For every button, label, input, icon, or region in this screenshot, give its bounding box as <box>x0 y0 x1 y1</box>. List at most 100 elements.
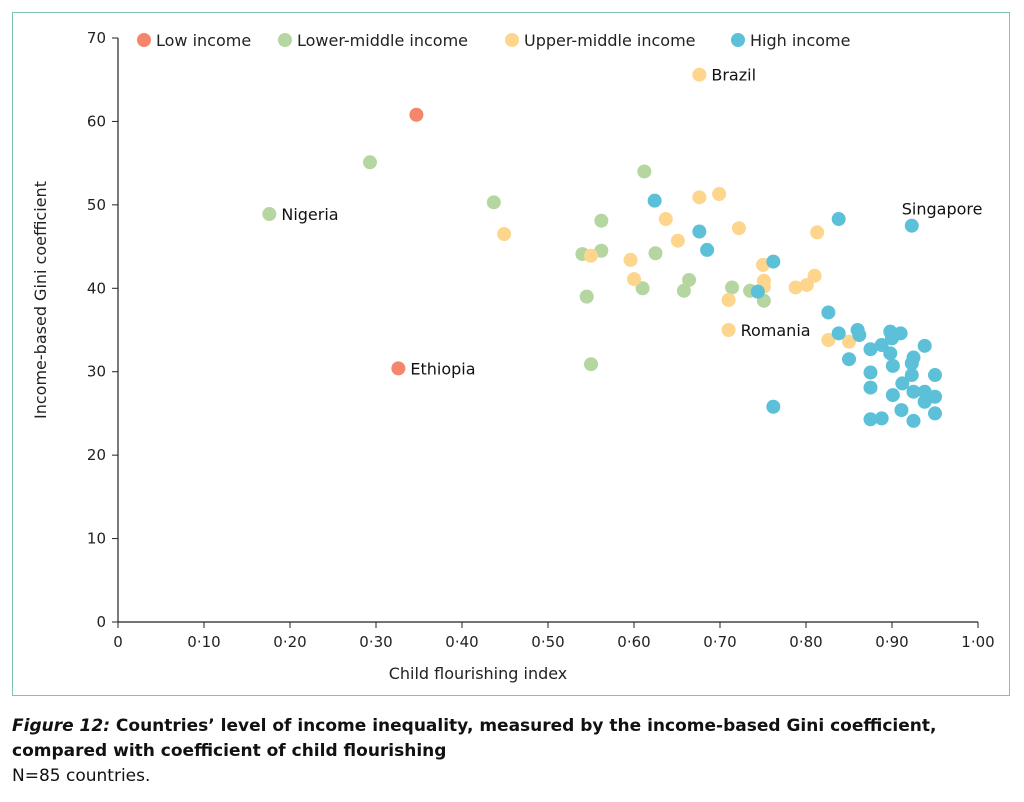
data-point-high-income <box>874 411 889 426</box>
data-point-upper-middle-income <box>692 190 707 205</box>
point-annotation: Romania <box>741 321 811 340</box>
data-point-upper-middle-income <box>799 277 814 292</box>
data-point-high-income <box>766 254 781 269</box>
data-point-lower-middle-income <box>262 207 277 222</box>
y-tick-label: 30 <box>87 363 106 381</box>
x-tick-label: 0·70 <box>703 633 736 651</box>
data-point-upper-middle-income <box>712 187 727 202</box>
data-point-lower-middle-income <box>579 289 594 304</box>
data-point-upper-middle-income <box>584 248 598 263</box>
legend-label: Upper-middle income <box>524 31 696 50</box>
data-point-upper-middle-income <box>821 333 836 348</box>
data-point-high-income <box>885 388 900 403</box>
caption-note: N=85 countries. <box>12 766 151 786</box>
data-point-high-income <box>863 365 878 380</box>
data-point-high-income <box>883 346 898 361</box>
x-tick-label: 0·80 <box>789 633 822 651</box>
data-point-low-income <box>391 361 406 376</box>
data-point-high-income <box>885 331 899 346</box>
y-tick-label: 60 <box>87 112 106 130</box>
data-point-high-income <box>766 399 781 414</box>
data-point-high-income <box>894 403 909 418</box>
data-point-upper-middle-income <box>627 272 641 287</box>
scatter-chart: 0 0·10 0·20 0·30 0·40 0·50 0·60 0·70 0·80 0·90 1·0… <box>31 29 995 683</box>
caption-title: Figure 12: Countries’ level of income in… <box>12 714 1012 764</box>
x-tick-label: 0 <box>113 633 123 651</box>
figure-frame <box>12 12 1010 696</box>
data-point-high-income <box>692 224 707 239</box>
data-point-upper-middle-income <box>658 212 673 227</box>
data-point-high-income <box>906 413 921 428</box>
y-axis-label: Income-based Gini coefficient <box>31 181 50 419</box>
figure-caption: Figure 12: Countries’ level of income in… <box>12 714 1012 789</box>
data-point-upper-middle-income <box>670 233 685 248</box>
x-tick-label: 0·30 <box>359 633 392 651</box>
data-point-upper-middle-income <box>788 280 803 295</box>
legend-marker <box>505 33 519 47</box>
x-axis-label: Child flourishing index <box>389 664 568 683</box>
legend-marker <box>731 33 745 47</box>
data-point-lower-middle-income <box>682 272 697 287</box>
data-point-high-income <box>928 406 942 421</box>
data-point-lower-middle-income <box>648 246 663 261</box>
data-point-lower-middle-income <box>594 213 609 228</box>
figure-label: Figure 12: <box>12 716 110 736</box>
data-point-high-income <box>821 305 836 320</box>
legend-label: High income <box>750 31 850 50</box>
data-point-upper-middle-income <box>721 292 736 307</box>
y-tick-label: 40 <box>87 279 106 297</box>
point-annotation: Ethiopia <box>410 359 475 378</box>
point-annotation: Singapore <box>902 200 983 219</box>
data-point-upper-middle-income <box>810 225 825 240</box>
data-point-lower-middle-income <box>486 195 501 210</box>
legend-label: Lower-middle income <box>297 31 468 50</box>
data-point-lower-middle-income <box>637 164 652 179</box>
x-tick-label: 0·50 <box>531 633 564 651</box>
legend-marker <box>278 33 292 47</box>
data-point-high-income <box>874 338 889 353</box>
caption-text: Countries’ level of income inequality, m… <box>12 716 937 761</box>
y-tick-label: 50 <box>87 196 106 214</box>
data-point-lower-middle-income <box>676 283 691 298</box>
y-tick-label: 0 <box>96 613 106 631</box>
point-annotation: Nigeria <box>281 205 338 224</box>
data-point-upper-middle-income <box>623 252 638 267</box>
data-point-upper-middle-income <box>721 323 736 337</box>
data-point-high-income <box>917 338 932 353</box>
data-point-lower-middle-income <box>725 280 740 295</box>
legend-label: Low income <box>156 31 251 50</box>
y-tick-label: 10 <box>87 530 106 548</box>
data-point-high-income <box>831 212 846 227</box>
data-point-high-income <box>852 328 867 343</box>
data-point-high-income <box>885 358 900 373</box>
legend-marker <box>137 33 151 47</box>
data-point-high-income <box>904 356 919 371</box>
data-point-high-income <box>750 284 765 299</box>
y-tick-label: 20 <box>87 446 106 464</box>
data-point-lower-middle-income <box>362 155 377 170</box>
data-point-high-income <box>906 384 921 399</box>
x-tick-label: 0·90 <box>875 633 908 651</box>
x-tick-label: 0·20 <box>273 633 306 651</box>
data-point-high-income <box>831 326 846 341</box>
data-point-high-income <box>904 368 919 383</box>
data-point-upper-middle-income <box>731 221 746 236</box>
data-point-high-income <box>863 412 878 427</box>
data-point-high-income <box>904 218 919 233</box>
y-tick-label: 70 <box>87 29 106 47</box>
point-annotation: Brazil <box>711 66 756 85</box>
data-point-high-income <box>863 342 878 357</box>
data-point-high-income <box>917 394 932 409</box>
data-point-high-income <box>928 368 942 383</box>
data-point-upper-middle-income <box>692 67 707 82</box>
x-tick-label: 0·10 <box>187 633 220 651</box>
x-tick-label: 0·60 <box>617 633 650 651</box>
data-point-lower-middle-income <box>635 281 650 296</box>
data-point-high-income <box>863 380 878 395</box>
data-point-high-income <box>647 193 662 208</box>
data-point-upper-middle-income <box>842 334 856 349</box>
data-point-upper-middle-income <box>807 268 822 283</box>
x-tick-label: 0·40 <box>445 633 478 651</box>
data-point-high-income <box>895 376 910 391</box>
data-point-upper-middle-income <box>497 227 512 242</box>
